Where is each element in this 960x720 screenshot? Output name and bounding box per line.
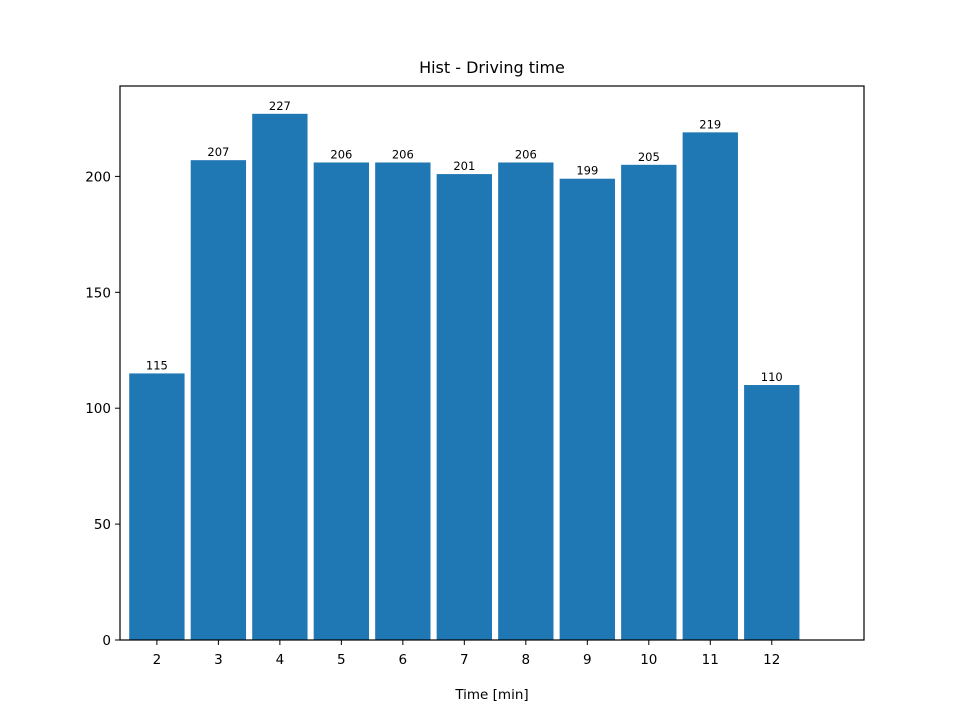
y-axis: 0 50 100 150 200 (85, 169, 120, 649)
data-label-8: 206 (515, 147, 537, 161)
bar-2 (129, 373, 185, 640)
x-tick-label-5: 5 (337, 652, 346, 668)
bar-7 (436, 174, 492, 640)
bars-group (129, 113, 800, 641)
bar-3 (190, 160, 247, 641)
data-label-2: 115 (146, 358, 168, 372)
data-label-12: 110 (761, 370, 783, 384)
x-axis: 2 3 4 5 6 7 8 9 10 11 12 (153, 640, 780, 668)
data-label-7: 201 (453, 159, 475, 173)
y-tick-label-150: 150 (85, 285, 111, 301)
bar-4 (252, 113, 308, 640)
data-label-11: 219 (699, 117, 721, 131)
chart-title: Hist - Driving time (419, 58, 565, 77)
bar-11 (682, 132, 738, 640)
bar-10 (621, 164, 677, 641)
data-label-10: 205 (638, 150, 660, 164)
x-tick-label-4: 4 (276, 652, 285, 668)
bar-12 (744, 385, 800, 640)
x-tick-label-8: 8 (522, 652, 531, 668)
bar-9 (559, 178, 615, 640)
y-tick-label-100: 100 (85, 401, 111, 417)
data-label-5: 206 (330, 147, 352, 161)
data-labels-group: 115 207 227 206 206 201 206 199 205 219 110 (146, 99, 783, 384)
y-tick-label-0: 0 (102, 633, 111, 649)
x-tick-label-2: 2 (153, 652, 162, 668)
x-tick-label-10: 10 (640, 652, 657, 668)
data-label-4: 227 (269, 99, 291, 113)
data-label-3: 207 (207, 145, 229, 159)
x-tick-label-7: 7 (460, 652, 469, 668)
x-axis-label: Time [min] (454, 687, 528, 703)
data-label-6: 206 (392, 147, 414, 161)
bar-5 (313, 162, 370, 641)
x-tick-label-11: 11 (702, 652, 719, 668)
y-tick-label-50: 50 (94, 517, 111, 533)
bar-6 (375, 162, 431, 641)
bar-8 (498, 162, 554, 641)
plot-frame (119, 85, 865, 641)
x-tick-label-3: 3 (214, 652, 223, 668)
y-tick-label-200: 200 (85, 169, 111, 185)
x-tick-label-9: 9 (583, 652, 592, 668)
x-tick-label-6: 6 (399, 652, 408, 668)
x-tick-label-12: 12 (763, 652, 780, 668)
data-label-9: 199 (576, 164, 598, 178)
